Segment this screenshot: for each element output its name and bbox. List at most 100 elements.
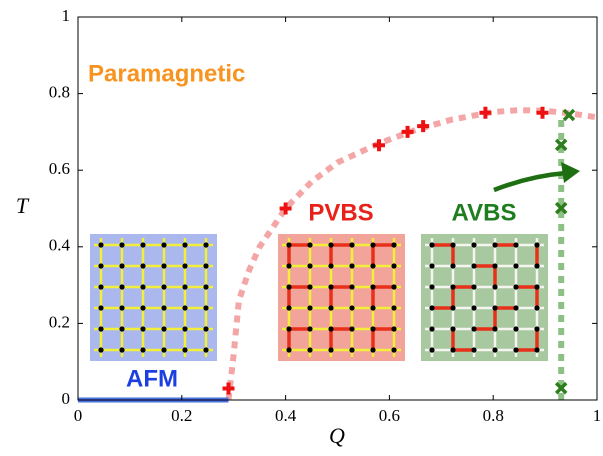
lattice-site xyxy=(328,347,334,353)
lattice-site xyxy=(450,326,456,332)
data-point xyxy=(279,202,292,215)
x-tick-label: 0.8 xyxy=(483,406,504,425)
lattice-site xyxy=(140,242,146,248)
arrow-head xyxy=(561,162,580,183)
lattice-site xyxy=(429,284,435,290)
lattice-site xyxy=(307,263,313,269)
x-axis-label: Q xyxy=(329,423,345,448)
lattice-site xyxy=(182,326,188,332)
phase-label: AFM xyxy=(126,365,178,392)
data-point xyxy=(479,106,492,119)
lattice-site xyxy=(286,326,292,332)
lattice-site xyxy=(513,305,519,311)
lattice-site xyxy=(349,263,355,269)
lattice-site xyxy=(391,263,397,269)
lattice-site xyxy=(328,326,334,332)
lattice-site xyxy=(534,326,540,332)
lattice-site xyxy=(391,305,397,311)
lattice-site xyxy=(391,284,397,290)
lattice-site xyxy=(98,284,104,290)
lattice-site xyxy=(349,284,355,290)
phase-boundary xyxy=(225,107,598,401)
lattice-site xyxy=(471,242,477,248)
lattice-site xyxy=(391,242,397,248)
phase-label: AVBS xyxy=(452,199,517,226)
lattice-site xyxy=(349,326,355,332)
lattice-site xyxy=(286,284,292,290)
data-point xyxy=(417,120,430,133)
lattice-site xyxy=(450,284,456,290)
lattice-site xyxy=(286,242,292,248)
lattice-site xyxy=(429,263,435,269)
lattice-site xyxy=(471,284,477,290)
data-point xyxy=(554,138,568,152)
lattice-site xyxy=(98,263,104,269)
x-tick-label: 1 xyxy=(593,406,602,425)
lattice-site xyxy=(534,263,540,269)
arrow xyxy=(493,170,567,193)
lattice-site xyxy=(307,284,313,290)
lattice-site xyxy=(182,284,188,290)
lattice-site xyxy=(513,242,519,248)
data-point xyxy=(554,381,568,395)
lattice-site xyxy=(286,305,292,311)
lattice-site xyxy=(370,242,376,248)
lattice-site xyxy=(98,305,104,311)
lattice-site xyxy=(429,242,435,248)
lattice-site xyxy=(119,284,125,290)
y-tick-label: 0.4 xyxy=(49,236,71,255)
lattice-site xyxy=(492,326,498,332)
lattice-site xyxy=(391,326,397,332)
lattice-site xyxy=(349,305,355,311)
lattice-site xyxy=(429,305,435,311)
lattice-site xyxy=(471,326,477,332)
lattice-site xyxy=(450,305,456,311)
lattice-site xyxy=(161,284,167,290)
lattice-site xyxy=(307,326,313,332)
lattice-site xyxy=(328,263,334,269)
lattice-site xyxy=(203,263,209,269)
lattice-site xyxy=(450,263,456,269)
lattice-site xyxy=(203,242,209,248)
lattice-site xyxy=(534,284,540,290)
y-tick-label: 1 xyxy=(62,6,71,25)
lattice-site xyxy=(328,284,334,290)
lattice-site xyxy=(286,347,292,353)
lattice-site xyxy=(492,284,498,290)
y-axis-label: T xyxy=(16,193,30,218)
lattice-site xyxy=(534,242,540,248)
lattice-site xyxy=(429,347,435,353)
data-point xyxy=(401,125,414,138)
lattice-site xyxy=(370,326,376,332)
lattice-site xyxy=(98,347,104,353)
x-tick-label: 0.4 xyxy=(275,406,297,425)
lattice-site xyxy=(161,242,167,248)
lattice-site xyxy=(119,347,125,353)
lattice-site xyxy=(513,263,519,269)
panel-background xyxy=(90,234,217,361)
x-tick-label: 0.6 xyxy=(379,406,400,425)
lattice-site xyxy=(203,305,209,311)
lattice-site xyxy=(203,347,209,353)
lattice-site xyxy=(492,347,498,353)
y-tick-label: 0 xyxy=(62,389,71,408)
lattice-site xyxy=(203,284,209,290)
lattice-site xyxy=(370,305,376,311)
lattice-site xyxy=(471,305,477,311)
lattice-site xyxy=(119,263,125,269)
lattice-site xyxy=(349,347,355,353)
data-point xyxy=(554,201,568,215)
data-point xyxy=(562,108,576,122)
lattice-site xyxy=(119,242,125,248)
y-tick-label: 0.6 xyxy=(49,159,70,178)
lattice-site xyxy=(98,326,104,332)
lattice-site xyxy=(161,347,167,353)
lattice-site xyxy=(119,305,125,311)
lattice-site xyxy=(161,326,167,332)
y-tick-label: 0.2 xyxy=(49,312,70,331)
lattice-site xyxy=(391,347,397,353)
lattice-panel xyxy=(90,234,217,361)
lattice-site xyxy=(450,242,456,248)
lattice-site xyxy=(492,242,498,248)
